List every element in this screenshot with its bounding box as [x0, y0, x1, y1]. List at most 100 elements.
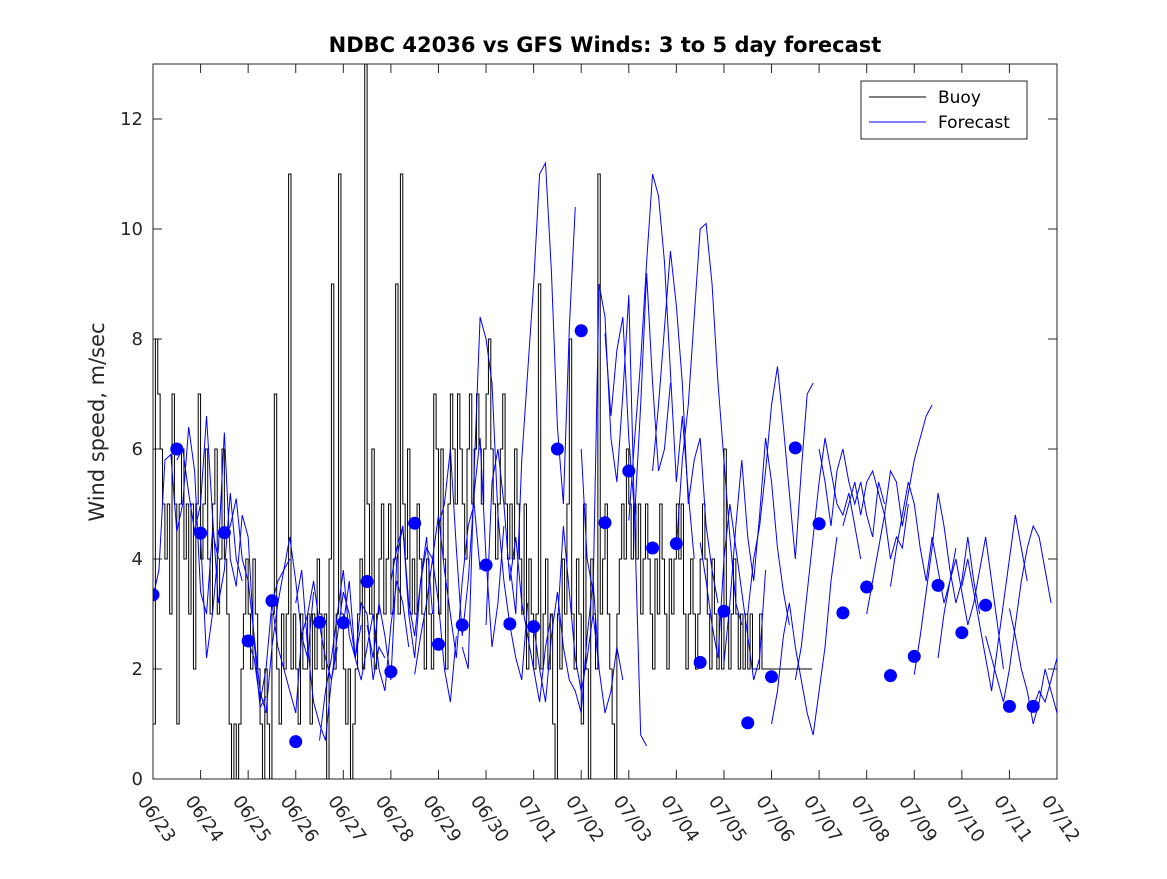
forecast-line — [461, 316, 529, 681]
forecast-line — [723, 437, 790, 664]
forecast-line — [699, 503, 767, 681]
x-tick-label: 06/29 — [418, 792, 465, 847]
forecast-marker — [431, 637, 445, 651]
forecast-line — [390, 525, 457, 703]
forecast-marker — [194, 526, 208, 540]
forecast-line — [913, 492, 981, 675]
forecast-line — [223, 498, 291, 714]
x-tick-label: 07/04 — [656, 792, 703, 847]
forecast-line — [247, 536, 315, 703]
forecast-marker — [170, 442, 184, 456]
legend-forecast-label: Forecast — [938, 113, 1010, 133]
y-tick-label: 2 — [132, 659, 143, 680]
forecast-line — [153, 426, 219, 615]
forecast-marker — [907, 649, 921, 663]
x-tick-label: 06/26 — [276, 792, 323, 847]
forecast-marker — [527, 620, 541, 634]
forecast-marker — [622, 464, 636, 478]
x-tick-label: 07/05 — [704, 792, 751, 847]
forecast-line — [533, 580, 600, 714]
forecast-marker — [241, 634, 255, 648]
y-tick-label: 6 — [132, 439, 143, 460]
forecast-marker — [384, 665, 398, 679]
forecast-line — [319, 569, 386, 741]
y-tick-label: 8 — [132, 329, 143, 350]
forecast-marker — [765, 670, 779, 684]
x-tick-label: 06/23 — [133, 792, 180, 847]
x-tick-label: 07/03 — [609, 792, 656, 847]
forecast-marker — [717, 604, 731, 618]
x-tick-label: 06/28 — [371, 792, 418, 847]
forecast-line — [675, 222, 743, 626]
forecast-marker — [836, 606, 850, 620]
forecast-line — [889, 481, 957, 604]
x-tick-label: 06/30 — [466, 792, 513, 847]
forecast-line — [866, 404, 933, 615]
series-group — [153, 64, 1057, 779]
x-tick-label: 07/07 — [799, 792, 846, 847]
y-tick-label: 10 — [120, 219, 143, 240]
legend-buoy-label: Buoy — [938, 88, 981, 108]
forecast-line — [509, 161, 576, 615]
forecast-line — [628, 173, 695, 560]
forecast-line — [604, 272, 671, 516]
y-tick-label: 12 — [120, 109, 143, 130]
x-tick-label: 06/27 — [323, 792, 370, 847]
forecast-line — [580, 283, 648, 747]
forecast-line — [652, 250, 719, 604]
forecast-marker — [408, 516, 422, 530]
forecast-line — [842, 469, 909, 560]
x-tick-label: 07/08 — [847, 792, 894, 847]
forecast-marker — [931, 578, 945, 592]
forecast-marker — [217, 526, 231, 540]
forecast-marker — [979, 598, 993, 612]
forecast-line — [437, 437, 505, 648]
forecast-marker — [455, 618, 469, 632]
forecast-line — [414, 503, 481, 675]
legend-box — [860, 80, 1028, 140]
forecast-marker — [479, 558, 493, 572]
forecast-marker — [336, 616, 350, 630]
forecast-marker — [153, 588, 160, 602]
x-tick-label: 06/25 — [228, 792, 275, 847]
forecast-marker — [503, 617, 517, 631]
forecast-line — [771, 536, 838, 736]
x-tick-label: 07/10 — [942, 792, 989, 847]
forecast-line — [747, 366, 814, 615]
forecast-line — [1008, 608, 1057, 725]
forecast-marker — [788, 441, 802, 455]
x-tick-label: 07/12 — [1037, 792, 1084, 847]
forecast-marker — [360, 575, 374, 589]
forecast-line — [295, 569, 362, 741]
y-tick-label: 4 — [132, 549, 143, 570]
forecast-line — [937, 536, 1004, 670]
forecast-line — [985, 524, 1052, 703]
forecast-marker — [598, 516, 612, 530]
forecast-marker — [883, 669, 897, 683]
forecast-marker — [646, 541, 660, 555]
x-tick-label: 07/11 — [989, 792, 1036, 847]
forecast-marker — [741, 716, 755, 730]
y-tick-label: 0 — [132, 769, 143, 790]
legend: Buoy Forecast — [860, 80, 1028, 140]
forecast-line — [485, 448, 552, 703]
forecast-line — [342, 580, 410, 692]
x-tick-label: 07/01 — [514, 792, 561, 847]
forecast-marker — [860, 580, 874, 594]
x-tick-label: 06/24 — [180, 792, 227, 847]
forecast-marker — [812, 517, 826, 531]
forecast-marker — [955, 626, 969, 640]
forecast-marker — [693, 655, 707, 669]
forecast-marker — [265, 594, 279, 608]
forecast-line — [556, 525, 624, 714]
forecast-marker — [550, 442, 564, 456]
x-tick-label: 07/09 — [894, 792, 941, 847]
forecast-marker — [313, 615, 327, 629]
buoy-line — [153, 64, 812, 779]
chart-title: NDBC 42036 vs GFS Winds: 3 to 5 day fore… — [329, 33, 882, 57]
forecast-line — [1032, 656, 1057, 708]
forecast-line — [176, 415, 243, 604]
